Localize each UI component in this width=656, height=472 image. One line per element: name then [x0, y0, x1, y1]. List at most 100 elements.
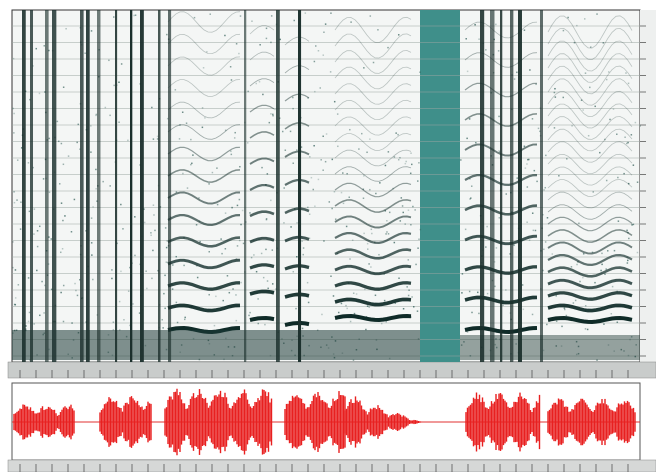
transient: [500, 10, 502, 362]
speckle: [379, 182, 381, 184]
speckle: [311, 177, 313, 179]
speckle: [545, 187, 547, 189]
speckle: [175, 256, 177, 258]
speckle: [39, 93, 41, 95]
speckle: [386, 231, 388, 233]
speckle: [239, 240, 241, 242]
speckle: [535, 230, 537, 232]
speckle: [204, 117, 206, 119]
speckle: [370, 266, 372, 268]
speckle: [62, 248, 64, 250]
speckle: [285, 149, 287, 151]
speckle: [585, 305, 587, 307]
speckle: [332, 159, 334, 161]
speckle: [237, 245, 239, 247]
speckle: [525, 167, 527, 169]
speckle: [303, 254, 305, 256]
speckle: [151, 107, 153, 109]
speckle: [194, 17, 196, 19]
speckle: [603, 42, 605, 44]
speckle: [408, 259, 410, 261]
speckle: [354, 313, 356, 315]
speckle: [272, 283, 274, 285]
speckle: [236, 320, 238, 322]
speckle: [108, 60, 110, 62]
speckle: [28, 277, 30, 279]
speckle: [165, 227, 167, 229]
low-band: [12, 330, 420, 360]
speckle: [627, 260, 629, 262]
speckle: [58, 141, 60, 143]
speckle: [609, 119, 611, 121]
speckle: [15, 297, 17, 299]
speckle: [617, 322, 619, 324]
speckle: [349, 258, 351, 260]
speckle: [461, 292, 463, 294]
speckle: [266, 28, 268, 30]
speckle: [20, 228, 22, 230]
speckle: [410, 152, 412, 154]
speckle: [410, 173, 412, 175]
speckle: [240, 224, 242, 226]
speckle: [313, 145, 315, 147]
bottom-ruler: [8, 460, 656, 472]
speckle: [272, 114, 274, 116]
transient: [22, 10, 26, 362]
speckle: [361, 133, 363, 135]
speckle: [564, 308, 566, 310]
speckle: [235, 294, 237, 296]
speckle: [589, 87, 591, 89]
speckle: [215, 296, 217, 298]
speckle: [240, 282, 242, 284]
speckle: [366, 152, 368, 154]
speckle: [487, 293, 489, 295]
speckle: [628, 238, 630, 240]
speckle: [567, 17, 569, 19]
speckle: [262, 94, 264, 96]
speckle: [588, 135, 590, 137]
speckle: [532, 118, 534, 120]
speckle: [617, 177, 619, 179]
speckle: [554, 88, 556, 90]
speckle: [369, 138, 371, 140]
speckle: [71, 322, 73, 324]
speckle: [208, 294, 210, 296]
speckle: [625, 72, 627, 74]
speckle: [68, 155, 70, 157]
speckle: [91, 30, 93, 32]
speckle: [13, 113, 15, 115]
speckle: [626, 143, 628, 145]
speckle: [546, 324, 548, 326]
speckle: [111, 269, 113, 271]
speckle: [102, 181, 104, 183]
speckle: [202, 127, 204, 129]
speckle: [571, 125, 573, 127]
speckle: [513, 245, 515, 247]
speckle: [134, 255, 136, 257]
speckle: [91, 242, 93, 244]
speckle: [563, 30, 565, 32]
speckle: [575, 300, 577, 302]
speckle: [411, 164, 413, 166]
speckle: [302, 328, 304, 330]
speckle: [283, 187, 285, 189]
speckle: [229, 292, 231, 294]
speckle: [554, 127, 556, 128]
speckle: [353, 292, 355, 294]
speckle: [154, 230, 156, 232]
speckle: [151, 278, 153, 280]
speckle: [272, 249, 274, 251]
transient: [276, 10, 280, 362]
speckle: [78, 124, 80, 126]
speckle: [408, 209, 410, 211]
speckle: [368, 263, 370, 265]
speckle: [18, 284, 20, 286]
speckle: [377, 29, 379, 31]
speckle: [498, 50, 500, 52]
selection-region[interactable]: [420, 10, 460, 362]
speckle: [402, 212, 404, 214]
transient: [30, 10, 33, 362]
speckle: [469, 118, 471, 120]
speckle: [607, 250, 609, 252]
speckle: [214, 325, 216, 327]
